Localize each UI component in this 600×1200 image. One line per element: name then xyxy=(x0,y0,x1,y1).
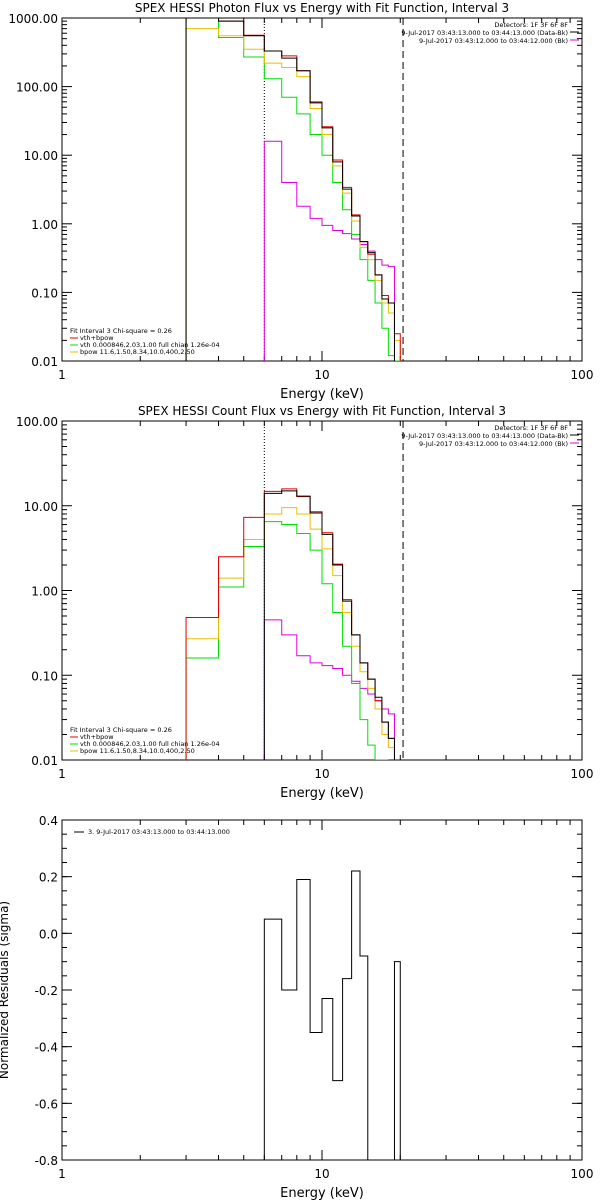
annotation-line: Detectors: 1F 3F 6F 8F xyxy=(494,424,568,432)
x-tick-label: 10 xyxy=(314,368,329,382)
annotation-line: 9-Jul-2017 03:43:12.000 to 03:44:12.000 … xyxy=(419,37,568,45)
x-tick-label: 1 xyxy=(58,767,66,781)
y-tick-label: 1.00 xyxy=(31,218,58,232)
legend-entry: vth+bpow xyxy=(80,733,114,741)
x-tick-label: 10 xyxy=(314,767,329,781)
series-data-minus-bk xyxy=(185,18,395,361)
chart-title: SPEX HESSI Count Flux vs Energy with Fit… xyxy=(138,404,506,418)
series-total-fit xyxy=(185,18,401,361)
legend-entry: vth 0.000846,2.03,1.00 full chian 1.26e-… xyxy=(80,740,220,748)
y-tick-label: 0.0 xyxy=(39,927,58,941)
data-layer xyxy=(263,870,401,1160)
x-tick-label: 100 xyxy=(571,1167,594,1181)
y-tick-label: 100.00 xyxy=(16,81,58,95)
y-tick-label: -0.8 xyxy=(35,1154,58,1168)
annotation-line: 9-Jul-2017 03:43:12.000 to 03:44:12.000 … xyxy=(419,440,568,448)
plot-frame xyxy=(61,819,583,1161)
data-layer xyxy=(185,421,404,760)
series-vth xyxy=(185,521,389,760)
x-tick-label: 1 xyxy=(58,368,66,382)
series-bpow xyxy=(185,507,395,760)
x-tick-label: 10 xyxy=(314,1167,329,1181)
y-tick-label: 0.2 xyxy=(39,871,58,885)
legend-entry: vth 0.000846,2.03,1.00 full chian 1.26e-… xyxy=(80,341,220,349)
panel-1: SPEX HESSI Photon Flux vs Energy with Fi… xyxy=(8,1,593,402)
x-tick-label: 100 xyxy=(571,767,594,781)
series-bpow xyxy=(185,28,401,361)
plot-frame xyxy=(61,420,583,761)
y-axis-label: Normalized Residuals (sigma) xyxy=(0,901,11,1079)
annotation-line: 9-Jul-2017 03:43:13.000 to 03:44:13.000 … xyxy=(401,29,568,37)
panel-2: SPEX HESSI Count Flux vs Energy with Fit… xyxy=(16,404,593,801)
panel-3: 1 10 100 -0.8 -0.6 -0.4 -0.2 0.0 0.2 0.4 Energy (k… xyxy=(0,814,593,1200)
y-tick-label: -0.4 xyxy=(35,1041,58,1055)
y-tick-label: 0.10 xyxy=(31,286,58,300)
legend-entry: Fit Interval 3 Chi-square = 0.26 xyxy=(70,726,172,734)
y-tick-label: 10.00 xyxy=(24,500,58,514)
y-tick-label: 0.01 xyxy=(31,754,58,768)
legend-entry: bpow 11.6,1.50,8.34,10.0,400,2.50 xyxy=(80,348,195,356)
series-data-minus-bk xyxy=(263,490,395,760)
y-tick-label: -0.2 xyxy=(35,984,58,998)
data-layer xyxy=(185,18,404,361)
y-tick-label: 0.4 xyxy=(39,814,58,828)
y-tick-label: 1.00 xyxy=(31,585,58,599)
legend-entry: Fit Interval 3 Chi-square = 0.26 xyxy=(70,327,172,335)
x-axis-label: Energy (keV) xyxy=(280,387,364,402)
y-tick-label: 10.00 xyxy=(24,149,58,163)
legend-entry: vth+bpow xyxy=(80,334,114,342)
series-vth xyxy=(185,18,401,361)
y-tick-label: 100.00 xyxy=(16,415,58,429)
x-tick-label: 1 xyxy=(58,1167,66,1181)
x-axis-label: Energy (keV) xyxy=(280,1186,364,1200)
x-axis-label: Energy (keV) xyxy=(280,786,364,801)
annotation-line: 9-Jul-2017 03:43:13.000 to 03:44:13.000 … xyxy=(401,432,568,440)
y-tick-label: 1000.00 xyxy=(8,12,58,26)
plot-frame xyxy=(61,17,583,362)
y-tick-label: 0.10 xyxy=(31,669,58,683)
annotation-line: Detectors: 1F 3F 6F 8F xyxy=(494,21,568,29)
y-tick-label: 0.01 xyxy=(31,355,58,369)
chart-title: SPEX HESSI Photon Flux vs Energy with Fi… xyxy=(135,1,509,15)
legend-entry: 3. 9-Jul-2017 03:43:13.000 to 03:44:13.0… xyxy=(88,828,230,836)
x-tick-label: 100 xyxy=(571,368,594,382)
legend-entry: bpow 11.6,1.50,8.34,10.0,400,2.50 xyxy=(80,747,195,755)
series-data-minus-bk xyxy=(263,870,401,1160)
series-bk xyxy=(263,140,395,361)
y-tick-label: -0.6 xyxy=(35,1097,58,1111)
